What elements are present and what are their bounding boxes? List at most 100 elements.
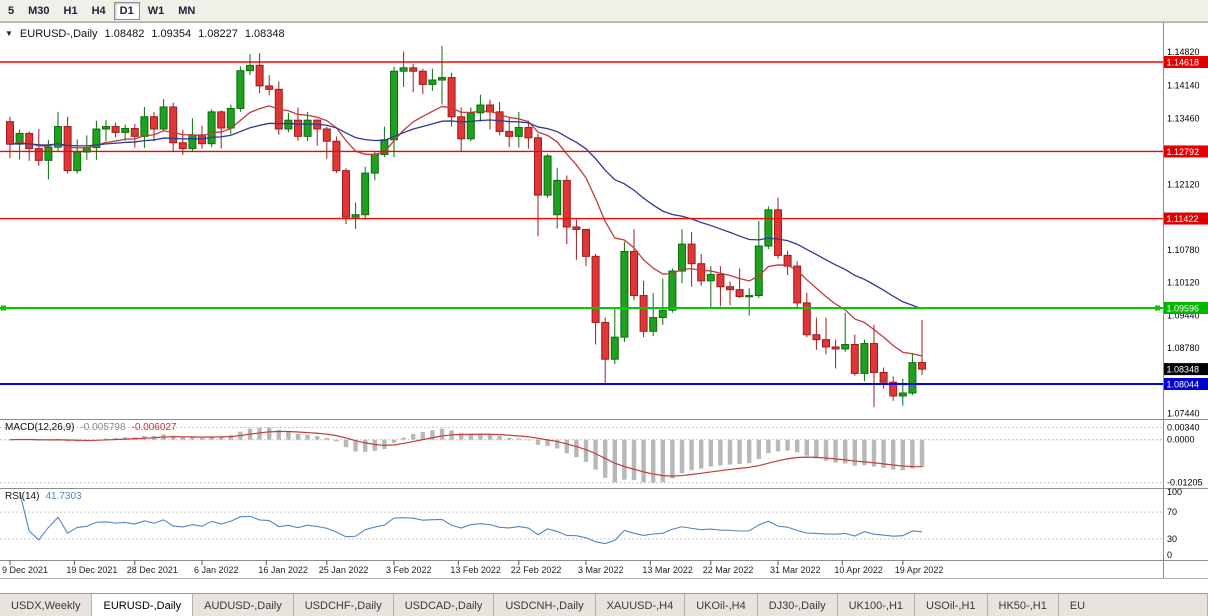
- time-axis-label: 22 Feb 2022: [511, 565, 562, 575]
- line-handle[interactable]: [1155, 305, 1160, 311]
- timeframe-button-h4[interactable]: H4: [86, 2, 112, 20]
- candle-up: [668, 270, 677, 311]
- rsi-line: [19, 491, 923, 545]
- price-level-badge: [1164, 301, 1208, 314]
- price-level-badge: [1164, 377, 1208, 390]
- macd-histogram-bar: [276, 430, 281, 440]
- candle-down: [735, 289, 744, 298]
- timeframe-button-w1[interactable]: W1: [142, 2, 171, 20]
- candle-down: [601, 321, 610, 360]
- candle-up: [121, 128, 130, 133]
- price-level-badge-text: 1.14618: [1167, 58, 1200, 68]
- tab-eu-partial[interactable]: EU: [1058, 594, 1208, 616]
- candle-down: [178, 142, 187, 150]
- candle-up: [361, 172, 370, 216]
- candle-down: [562, 179, 571, 228]
- candle-down: [774, 209, 782, 256]
- candle-down: [169, 106, 178, 144]
- chart-header: ▼ EURUSD-,Daily 1.08482 1.09354 1.08227 …: [5, 28, 285, 40]
- candle-up: [860, 343, 869, 374]
- macd-histogram-bar: [286, 431, 291, 440]
- candle-up: [188, 134, 197, 150]
- macd-histogram-bar: [516, 438, 521, 440]
- macd-histogram-bar: [219, 436, 224, 440]
- candle-up: [678, 243, 686, 272]
- rsi-axis-label: 0: [1167, 550, 1172, 560]
- candle-up: [898, 392, 907, 397]
- price-axis-label: 1.08780: [1167, 343, 1200, 353]
- timeframe-button-5[interactable]: 5: [2, 2, 20, 20]
- macd-histogram-bar: [804, 439, 809, 456]
- candle-up: [284, 119, 293, 130]
- tab-usdcnh-daily[interactable]: USDCNH-,Daily: [494, 594, 596, 616]
- macd-histogram-bar: [679, 439, 685, 474]
- macd-histogram-bar: [756, 439, 761, 460]
- macd-histogram-bar: [631, 439, 637, 481]
- ohlc-high-value: 1.09354: [151, 28, 192, 40]
- candle-down: [322, 128, 331, 142]
- collapse-chart-icon[interactable]: ▼: [5, 29, 13, 38]
- candle-up: [841, 344, 850, 350]
- macd-axis-label: -0.01205: [1167, 478, 1203, 488]
- macd-histogram-bar: [103, 438, 109, 440]
- rsi-axis-label: 70: [1167, 507, 1177, 517]
- tab-usdcad-daily[interactable]: USDCAD-,Daily: [393, 594, 495, 616]
- candle-up: [745, 295, 754, 298]
- tab-hk50-h1[interactable]: HK50-,H1: [987, 594, 1059, 616]
- timeframe-button-m30[interactable]: M30: [22, 2, 55, 20]
- candle-up: [610, 336, 619, 360]
- macd-histogram-bar: [363, 439, 368, 452]
- time-axis-label: 22 Mar 2022: [703, 565, 754, 575]
- macd-histogram-bar: [478, 433, 483, 440]
- candle-down: [918, 362, 926, 370]
- macd-histogram-bar: [670, 439, 675, 479]
- macd-histogram-bar: [123, 437, 128, 440]
- macd-histogram-bar: [833, 439, 838, 463]
- candle-down: [793, 265, 802, 304]
- macd-histogram-bar: [737, 439, 742, 465]
- timeframe-button-h1[interactable]: H1: [58, 2, 84, 20]
- price-level-badge: [1164, 145, 1208, 158]
- tab-usdx-weekly[interactable]: USDX,Weekly: [0, 594, 93, 616]
- price-level-badge-text: 1.09596: [1167, 303, 1200, 313]
- time-axis-label: 3 Feb 2022: [386, 565, 432, 575]
- candle-up: [140, 116, 149, 137]
- candle-down: [150, 116, 158, 130]
- macd-histogram-bar: [324, 437, 329, 440]
- candle-down: [889, 381, 898, 397]
- macd-histogram-bar: [209, 436, 214, 440]
- time-axis-label: 25 Jan 2022: [319, 565, 369, 575]
- price-level-badge-text: 1.12792: [1167, 147, 1200, 157]
- macd-histogram-bar: [343, 439, 349, 448]
- tab-dj30-daily[interactable]: DJ30-,Daily: [757, 594, 838, 616]
- candle-down: [495, 111, 504, 132]
- time-axis-label: 28 Dec 2021: [127, 565, 178, 575]
- macd-main-value: -0.005798: [80, 422, 126, 433]
- candle-up: [438, 77, 446, 81]
- tab-xauusd-h4[interactable]: XAUUSD-,H4: [595, 594, 686, 616]
- candle-up: [102, 126, 110, 130]
- chart-canvas[interactable]: 1.14820 1.14140 1.13460 1.12120 1.10780 1.101…: [0, 22, 1208, 593]
- time-axis-label: 13 Mar 2022: [642, 565, 693, 575]
- tab-usdchf-daily[interactable]: USDCHF-,Daily: [293, 594, 394, 616]
- macd-histogram-bar: [689, 439, 694, 471]
- line-handle[interactable]: [1, 305, 6, 311]
- candle-up: [428, 79, 437, 85]
- timeframe-button-d1[interactable]: D1: [113, 1, 140, 20]
- tab-eurusd-daily[interactable]: EURUSD-,Daily: [92, 594, 194, 616]
- macd-histogram-bar: [651, 439, 656, 483]
- ohlc-close-value: 1.08348: [244, 28, 285, 40]
- macd-histogram-bar: [622, 439, 627, 480]
- time-axis-label: 31 Mar 2022: [770, 565, 821, 575]
- tab-ukoil-h4[interactable]: UKOil-,H4: [685, 594, 758, 616]
- candle-down: [34, 148, 43, 161]
- tab-audusd-daily[interactable]: AUDUSD-,Daily: [193, 594, 294, 616]
- macd-histogram-bar: [411, 433, 416, 440]
- tab-uk100-h1[interactable]: UK100-,H1: [837, 594, 916, 616]
- ohlc-low-value: 1.08227: [198, 28, 238, 40]
- candle-down: [447, 77, 456, 118]
- candle-down: [111, 126, 120, 133]
- tab-usoil-h1[interactable]: USOil-,H1: [915, 594, 988, 616]
- macd-signal-value: -0.006027: [131, 422, 177, 433]
- timeframe-button-mn[interactable]: MN: [172, 2, 201, 20]
